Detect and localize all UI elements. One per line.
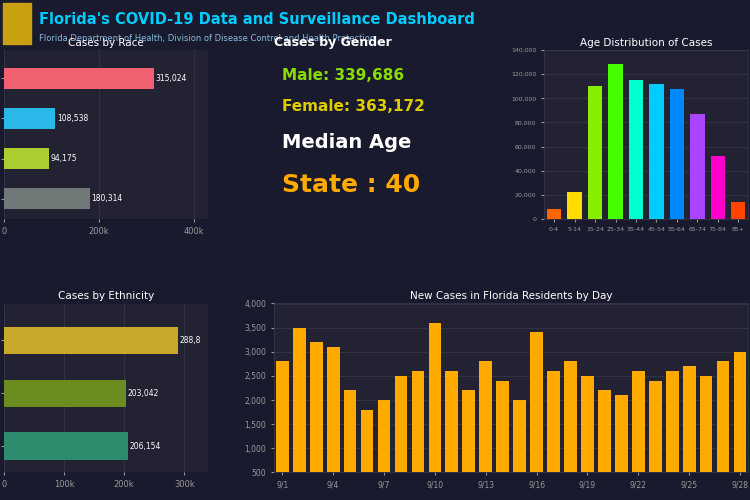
Bar	[700, 376, 712, 496]
Bar	[479, 362, 492, 496]
Bar	[412, 371, 424, 496]
Title: Cases by Race: Cases by Race	[68, 38, 144, 48]
Text: 94,175: 94,175	[50, 154, 77, 163]
Bar	[394, 376, 407, 496]
Text: Florida's COVID-19 Data and Surveillance Dashboard: Florida's COVID-19 Data and Surveillance…	[39, 12, 475, 26]
Bar	[4, 380, 126, 407]
Title: Age Distribution of Cases: Age Distribution of Cases	[580, 38, 712, 48]
Bar	[598, 390, 610, 496]
Text: Median Age: Median Age	[282, 133, 412, 152]
Text: 180,314: 180,314	[92, 194, 123, 203]
Text: 206,154: 206,154	[130, 442, 161, 450]
Bar	[513, 400, 526, 496]
Bar	[711, 156, 725, 219]
Text: Male: 339,686: Male: 339,686	[282, 68, 404, 84]
Bar	[3, 3, 32, 44]
Bar	[670, 88, 684, 219]
Text: 203,042: 203,042	[128, 389, 159, 398]
Bar	[682, 366, 695, 496]
Bar	[547, 210, 561, 219]
Bar	[327, 347, 340, 496]
Text: 288,8: 288,8	[179, 336, 201, 345]
Bar	[293, 328, 305, 496]
Bar	[568, 192, 582, 219]
Bar	[649, 381, 662, 496]
Bar	[4, 326, 178, 354]
Bar	[666, 371, 679, 496]
Bar	[690, 114, 704, 219]
Bar	[378, 400, 390, 496]
Bar	[496, 381, 509, 496]
Text: 315,024: 315,024	[155, 74, 187, 82]
Bar	[731, 202, 746, 219]
Bar	[734, 352, 746, 496]
Bar	[276, 362, 289, 496]
Bar	[4, 148, 49, 169]
Bar	[4, 68, 154, 88]
Bar	[361, 410, 374, 496]
Bar	[608, 64, 622, 219]
Bar	[4, 432, 128, 460]
Bar	[344, 390, 356, 496]
Bar	[530, 332, 543, 496]
Bar	[463, 390, 476, 496]
Text: 108,538: 108,538	[57, 114, 88, 123]
Bar	[548, 371, 560, 496]
Bar	[588, 86, 602, 219]
Bar	[4, 108, 55, 129]
Bar	[615, 395, 628, 496]
Bar	[581, 376, 594, 496]
Text: State : 40: State : 40	[282, 173, 420, 197]
Bar	[446, 371, 458, 496]
Bar	[717, 362, 730, 496]
Bar	[628, 80, 644, 219]
Title: Cases by Ethnicity: Cases by Ethnicity	[58, 292, 154, 302]
Text: Cases by Gender: Cases by Gender	[274, 36, 392, 49]
Bar	[564, 362, 577, 496]
Bar	[650, 84, 664, 219]
Bar	[632, 371, 645, 496]
Bar	[428, 323, 441, 496]
Bar	[4, 188, 89, 210]
Text: Florida Department of Health, Division of Disease Control and Health Protection: Florida Department of Health, Division o…	[39, 34, 375, 43]
Bar	[310, 342, 322, 496]
Title: New Cases in Florida Residents by Day: New Cases in Florida Residents by Day	[410, 292, 613, 302]
Text: Female: 363,172: Female: 363,172	[282, 99, 425, 114]
